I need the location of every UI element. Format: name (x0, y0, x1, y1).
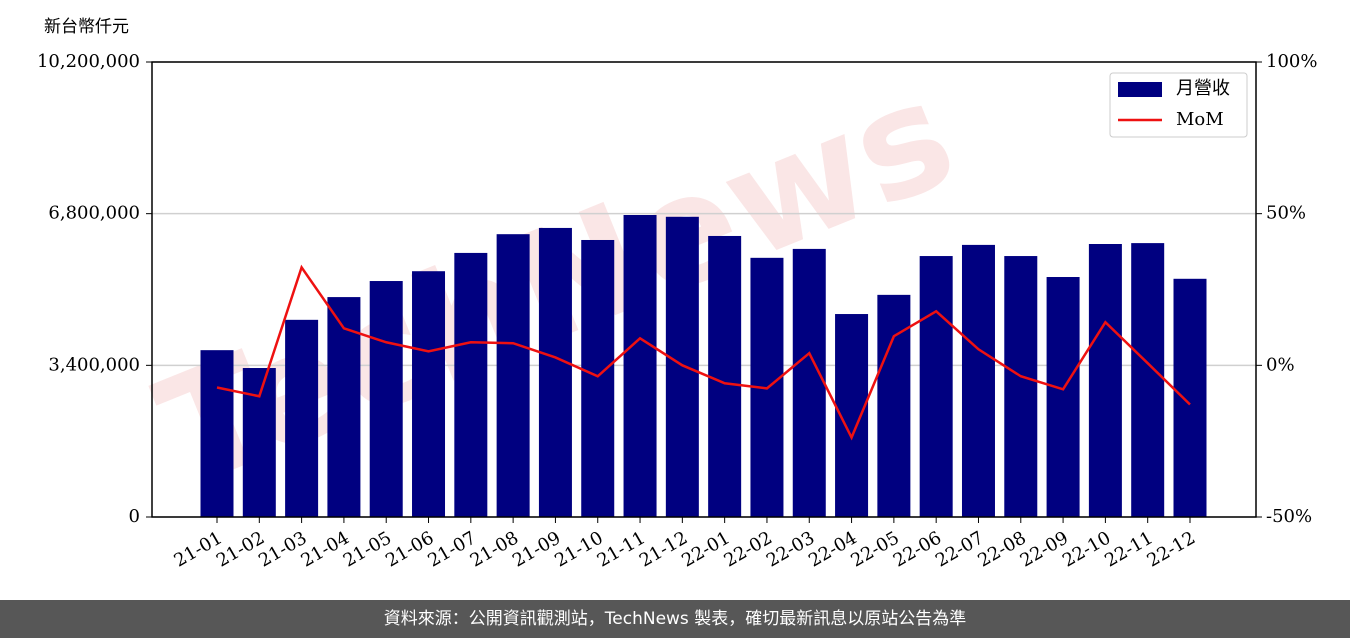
y2-tick-label: 100% (1266, 51, 1317, 72)
x-tick-label: 22-12 (1144, 527, 1199, 571)
bar (665, 216, 699, 517)
y-tick-label: 0 (129, 506, 140, 527)
bar (412, 271, 446, 517)
bar (1173, 278, 1207, 517)
bar (1004, 256, 1038, 517)
bar (496, 234, 530, 517)
footer: 資料來源：公開資訊觀測站，TechNews 製表，確切最新訊息以原站公告為準 (0, 600, 1350, 638)
bar (877, 294, 911, 517)
chart: TechNews 新台幣仟元 03,400,0006,800,00010,200… (37, 17, 1318, 572)
bar (623, 215, 657, 518)
plot-frame (151, 61, 1257, 518)
bar (285, 319, 319, 517)
y2-tick-label: -50% (1266, 506, 1312, 527)
line (216, 264, 1191, 441)
bar (1046, 277, 1080, 517)
y-tick-label: 3,400,000 (48, 354, 140, 375)
legend-label: MoM (1176, 109, 1224, 130)
bar (708, 235, 742, 517)
bar (454, 252, 488, 517)
y-tick-label: 6,800,000 (48, 203, 140, 224)
bar (792, 248, 826, 517)
bar (1088, 244, 1122, 517)
y2-tick-label: 50% (1266, 203, 1306, 224)
bar (369, 281, 403, 517)
y-axis-label: 新台幣仟元 (44, 17, 129, 37)
y-tick-label: 10,200,000 (37, 51, 140, 72)
bar (581, 239, 615, 517)
bar (919, 256, 953, 517)
bar (538, 227, 572, 518)
legend-label: 月營收 (1176, 78, 1230, 99)
legend-swatch (1118, 82, 1162, 97)
bar (1131, 243, 1165, 517)
y2-tick-label: 0% (1266, 354, 1295, 375)
bar (961, 244, 995, 517)
bar (242, 368, 276, 517)
bar (327, 297, 361, 517)
bar (200, 350, 234, 517)
